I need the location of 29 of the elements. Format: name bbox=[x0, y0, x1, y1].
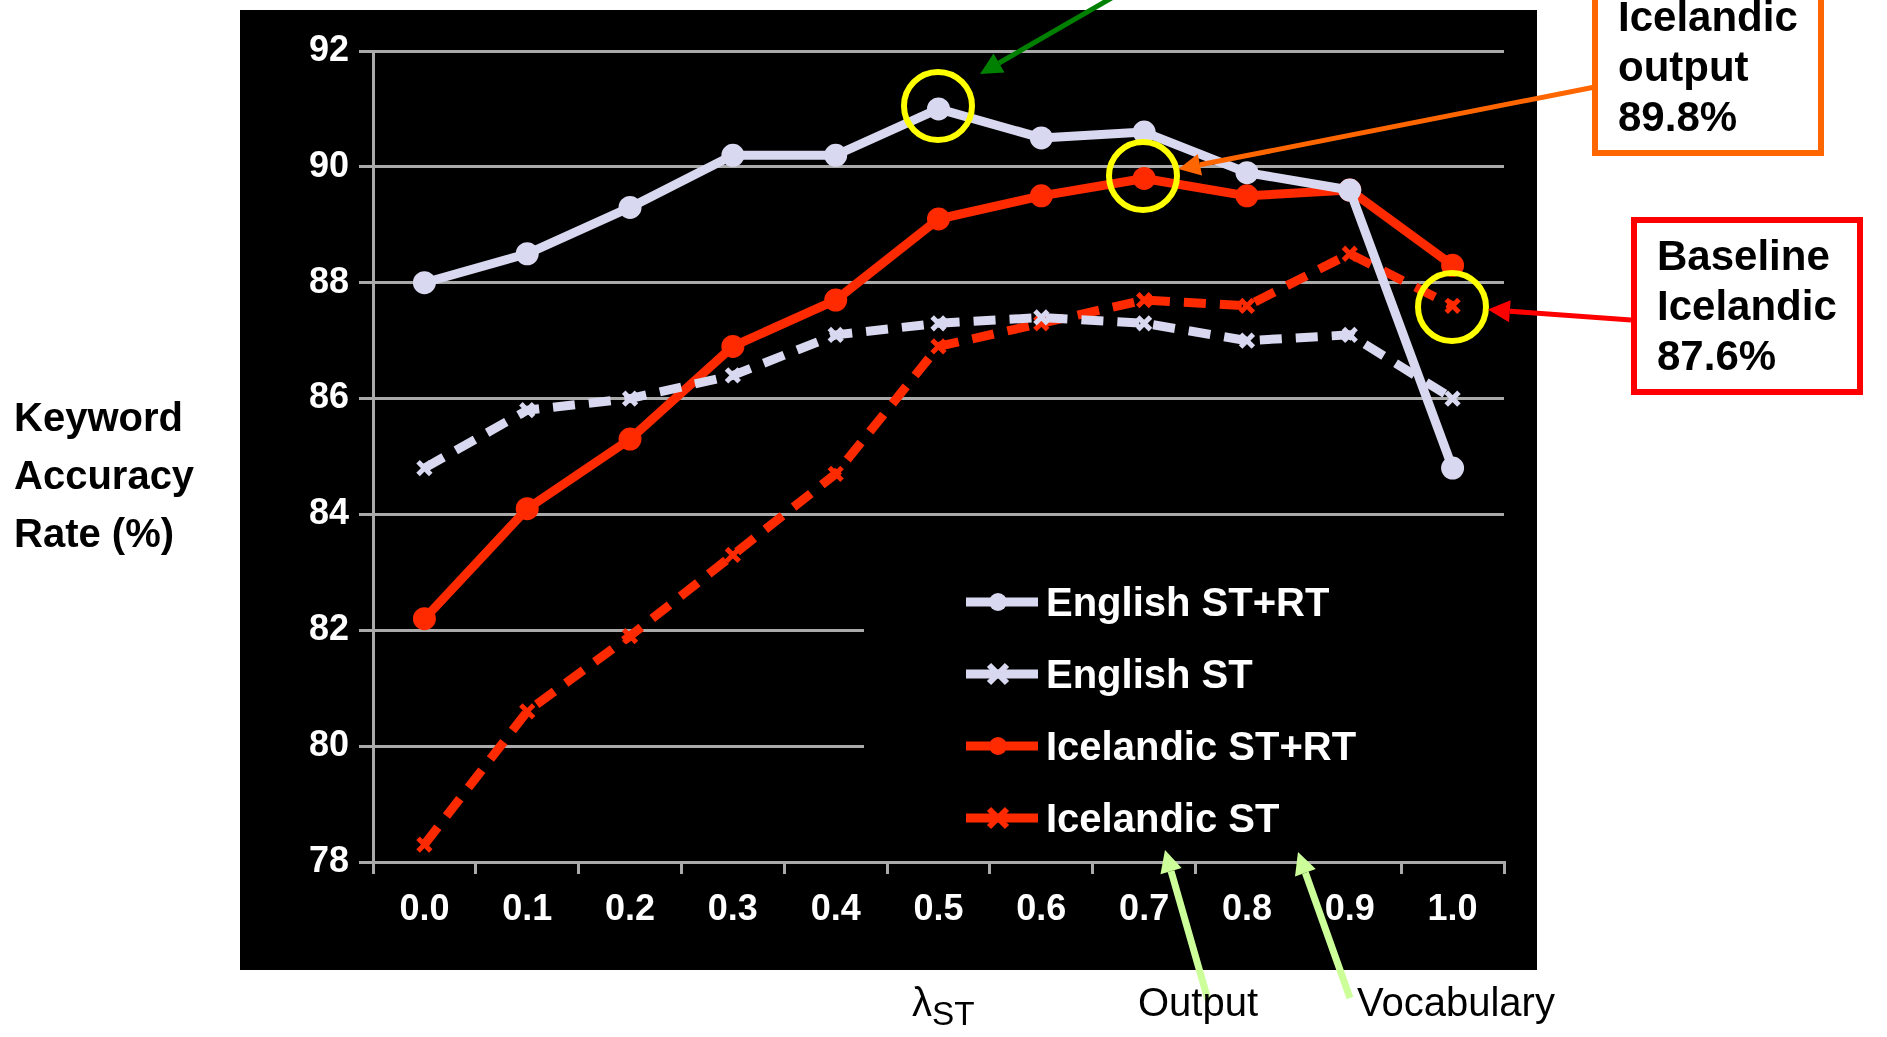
legend-label: English ST+RT bbox=[1046, 579, 1330, 625]
x-tick-label: 0.6 bbox=[1016, 886, 1067, 928]
x-tick-label: 0.3 bbox=[707, 886, 758, 928]
y-tick-label: 90 bbox=[308, 143, 349, 185]
x-tick-label: 0.4 bbox=[810, 886, 861, 928]
x-axis-title: λ$_{ST}$ bbox=[912, 980, 975, 1033]
y-axis-title: Keyword Accuracy Rate (%) bbox=[14, 394, 196, 557]
y-tick-label: 80 bbox=[308, 723, 349, 765]
text: Baseline Icelandic 87.6% bbox=[1631, 217, 1863, 395]
x-tick-label: 0.5 bbox=[913, 886, 964, 928]
y-tick-label: 84 bbox=[308, 491, 349, 533]
x-tick-label: 0.1 bbox=[502, 886, 553, 928]
legend-label: Icelandic ST+RT bbox=[1046, 723, 1357, 769]
legend-label: English ST bbox=[1046, 651, 1253, 697]
x-tick-label: 0.8 bbox=[1221, 886, 1272, 928]
text: Vocabulary bbox=[1357, 980, 1555, 1025]
y-tick-label: 88 bbox=[308, 259, 349, 301]
x-tick-label: 0.2 bbox=[605, 886, 656, 928]
x-tick-label: 0.7 bbox=[1119, 886, 1170, 928]
legend-label: Icelandic ST bbox=[1046, 795, 1280, 841]
text: Output bbox=[1138, 980, 1259, 1025]
x-tick-label: 0.9 bbox=[1324, 886, 1375, 928]
y-tick-label: 92 bbox=[308, 27, 349, 69]
x-tick-label: 1.0 bbox=[1427, 886, 1478, 928]
x-tick-label: 0.0 bbox=[399, 886, 450, 928]
y-tick-label: 78 bbox=[308, 838, 349, 880]
text: Icelandic output 89.8% bbox=[1592, 0, 1824, 156]
y-tick-label: 86 bbox=[308, 375, 349, 417]
y-tick-label: 82 bbox=[308, 607, 349, 649]
